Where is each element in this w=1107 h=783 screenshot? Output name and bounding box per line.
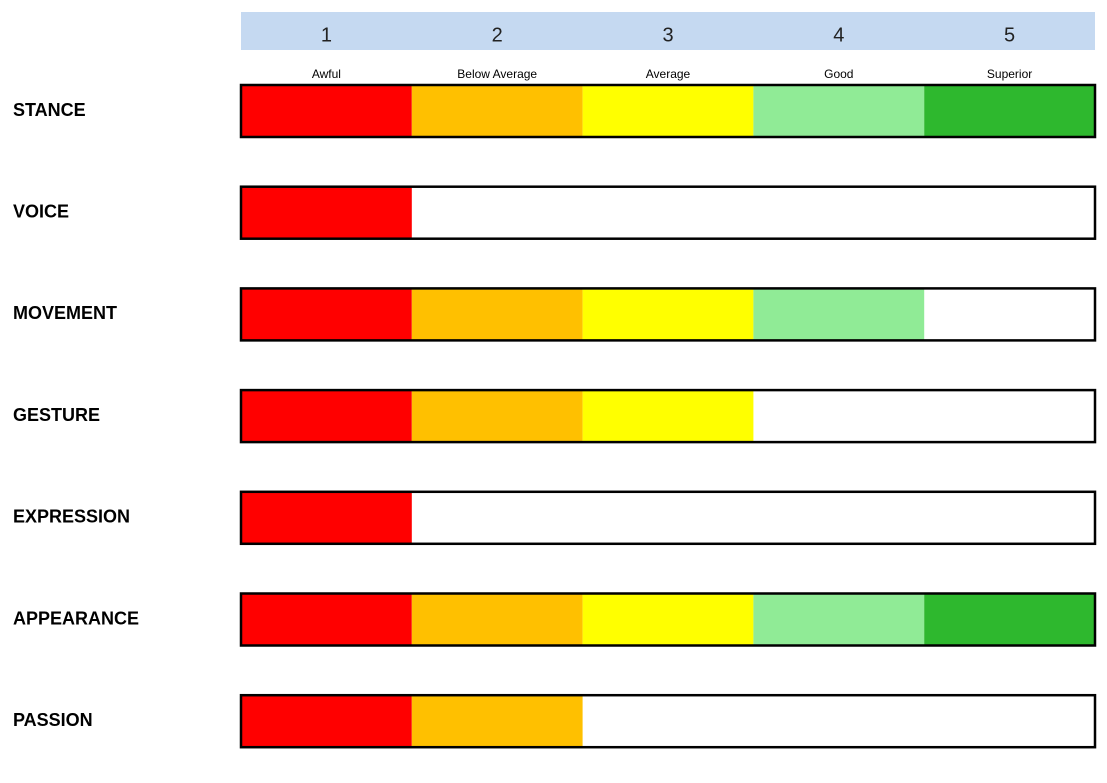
- bar-segment: [582, 593, 754, 646]
- level-label: Below Average: [457, 67, 537, 81]
- level-label: Superior: [987, 67, 1032, 81]
- bar-segment: [582, 85, 754, 137]
- x-tick-label: 5: [1004, 24, 1015, 46]
- bar-segment: [411, 288, 583, 341]
- bar-outline: [239, 592, 1097, 647]
- category-label: STANCE: [13, 100, 86, 120]
- bar-segment: [924, 593, 1095, 646]
- level-label: Average: [646, 67, 691, 81]
- bar-segment: [582, 390, 754, 443]
- bar-outline: [239, 185, 1097, 240]
- category-label: PASSION: [13, 710, 93, 730]
- bar-segment: [753, 288, 925, 341]
- bar-segment: [241, 491, 412, 544]
- bar-segment: [241, 85, 412, 137]
- bar-segment: [411, 593, 583, 646]
- bar-segment: [241, 186, 412, 239]
- bar-segment: [241, 593, 412, 646]
- x-tick-label: 2: [492, 24, 503, 46]
- category-label: GESTURE: [13, 405, 100, 425]
- bar-segment: [241, 390, 412, 443]
- bar-outline: [239, 388, 1097, 444]
- scale-header: [241, 12, 1095, 50]
- bar-segment: [582, 288, 754, 341]
- x-tick-label: 3: [662, 24, 673, 46]
- bar-segment: [411, 85, 583, 137]
- level-label: Good: [824, 67, 853, 81]
- bar-segment: [753, 85, 925, 137]
- bar-outline: [239, 490, 1097, 546]
- category-label: MOVEMENT: [13, 303, 117, 323]
- x-tick-label: 1: [321, 24, 332, 46]
- bar-segment: [411, 695, 583, 748]
- bar-outline: [239, 83, 1097, 139]
- category-label: APPEARANCE: [13, 608, 139, 628]
- bar-segment: [241, 288, 412, 341]
- bar-outline: [239, 287, 1097, 342]
- level-label: Awful: [312, 67, 341, 81]
- bar-segment: [753, 593, 925, 646]
- bar-segment: [241, 695, 412, 748]
- x-tick-label: 4: [833, 24, 844, 46]
- bar-segment: [924, 85, 1095, 137]
- category-label: EXPRESSION: [13, 507, 130, 527]
- bar-segment: [411, 390, 583, 443]
- category-label: VOICE: [13, 201, 69, 221]
- bar-outline: [239, 693, 1097, 749]
